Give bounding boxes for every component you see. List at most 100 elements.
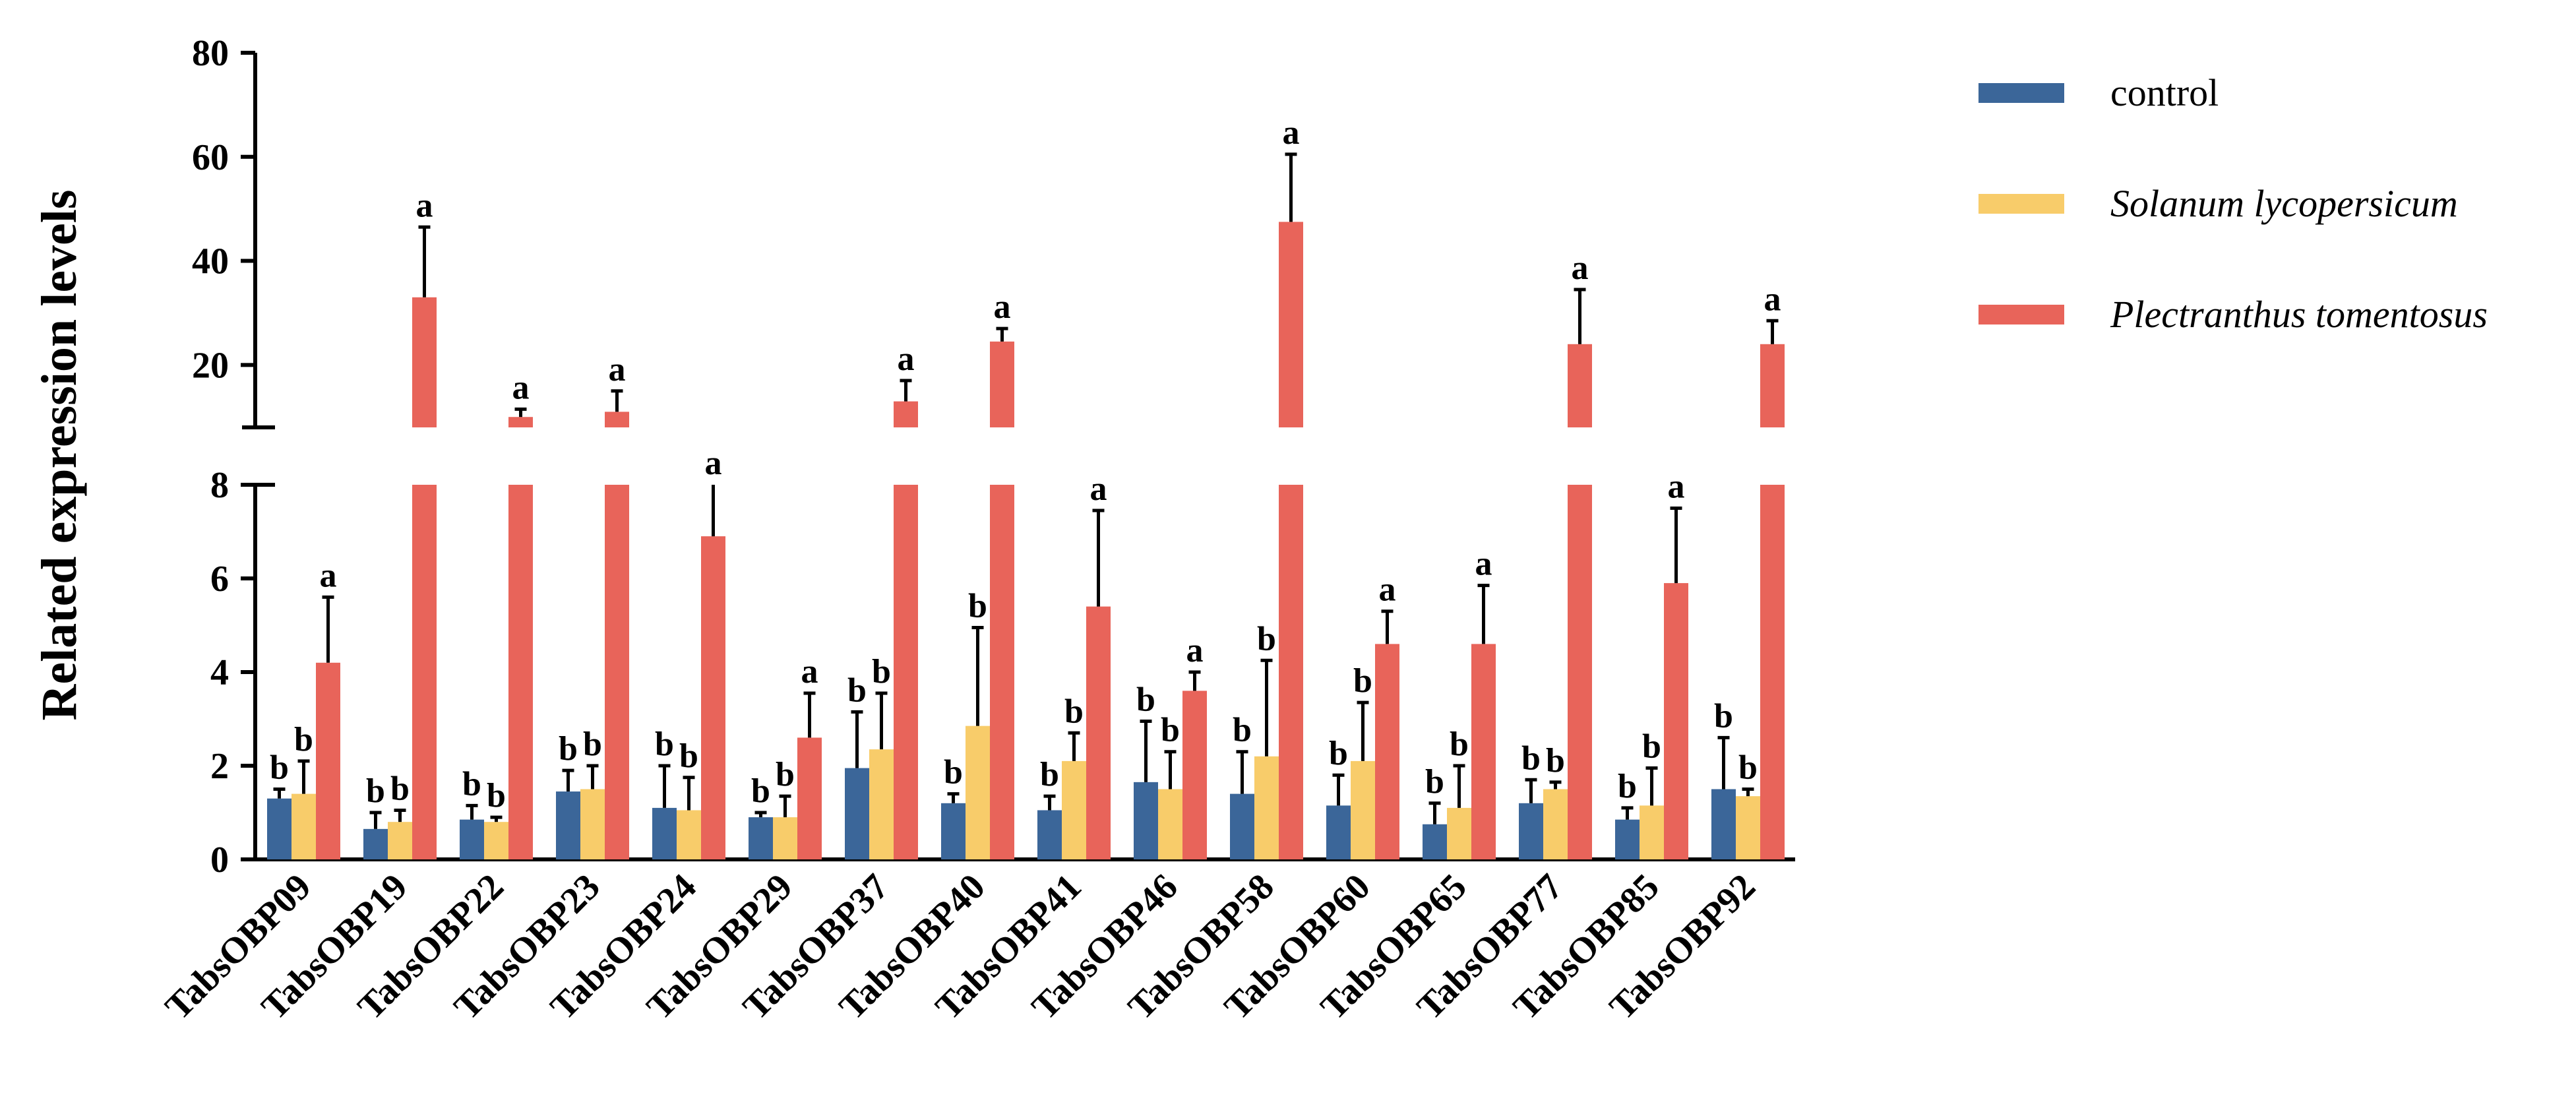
bar xyxy=(363,828,388,859)
significance-letter: a xyxy=(994,288,1011,326)
significance-letter: b xyxy=(366,772,385,810)
bar-upper-segment xyxy=(508,417,533,427)
legend: control Solanum lycopersicum Plectranthus … xyxy=(1978,71,2488,336)
significance-letter: b xyxy=(944,754,963,791)
significance-letter: b xyxy=(751,772,770,810)
bar xyxy=(894,485,918,859)
bar xyxy=(1736,796,1760,859)
significance-letter: b xyxy=(1450,726,1469,763)
bar xyxy=(460,819,484,859)
significance-letter: b xyxy=(294,721,313,758)
significance-letter: b xyxy=(1521,739,1541,777)
significance-letter: b xyxy=(1233,712,1252,749)
significance-letter: a xyxy=(801,653,818,691)
bar xyxy=(556,791,580,859)
bar-upper-segment xyxy=(1279,222,1303,427)
significance-letter: b xyxy=(1136,681,1155,719)
bar xyxy=(845,768,869,859)
y-tick-label: 80 xyxy=(192,33,229,74)
bar xyxy=(1134,782,1158,859)
bar xyxy=(869,749,894,859)
bar xyxy=(1447,807,1471,859)
bar xyxy=(1375,644,1399,859)
significance-letter: b xyxy=(1040,756,1059,793)
legend-label: control xyxy=(2110,71,2219,114)
bar-upper-segment xyxy=(1568,344,1592,427)
bar xyxy=(1086,606,1111,859)
bar xyxy=(580,789,605,859)
bar xyxy=(1615,819,1640,859)
bar xyxy=(797,737,822,859)
significance-letter: a xyxy=(1186,632,1204,669)
bar xyxy=(966,726,990,859)
significance-letter: b xyxy=(1738,749,1758,787)
significance-letter: b xyxy=(462,765,481,803)
bar xyxy=(701,536,725,859)
significance-letter: a xyxy=(1572,249,1589,287)
bar xyxy=(1326,805,1351,859)
bar xyxy=(1158,789,1182,859)
significance-letter: b xyxy=(270,749,289,787)
error-bars xyxy=(273,152,1779,829)
bar xyxy=(1254,756,1279,859)
legend-swatch xyxy=(1978,305,2064,324)
significance-letter: a xyxy=(1475,545,1492,583)
significance-letter: b xyxy=(655,726,674,763)
bar xyxy=(267,798,291,859)
y-axis-label: Related expression levels xyxy=(32,190,87,721)
bar xyxy=(652,807,677,859)
bar xyxy=(1182,691,1207,859)
significance-letter: b xyxy=(776,756,795,793)
significance-letter: b xyxy=(1353,662,1372,700)
bar-upper-segment xyxy=(1760,344,1785,427)
bar xyxy=(388,822,412,859)
bar xyxy=(773,817,797,859)
bar xyxy=(412,485,437,859)
significance-letter: a xyxy=(320,557,337,594)
significance-letter: b xyxy=(1161,712,1180,749)
y-tick-label: 40 xyxy=(192,241,229,282)
bar-upper-segment xyxy=(990,341,1014,427)
y-tick-label: 8 xyxy=(210,465,229,506)
significance-letter: b xyxy=(847,671,867,709)
significance-letter: a xyxy=(416,187,433,224)
significance-letter: b xyxy=(559,730,578,768)
significance-letter: a xyxy=(898,340,915,378)
significance-letter: b xyxy=(968,588,987,625)
legend-swatch xyxy=(1978,194,2064,214)
significance-letter: b xyxy=(1618,768,1637,805)
significance-letter: b xyxy=(1064,693,1084,730)
axes xyxy=(242,53,1795,861)
bar xyxy=(1640,805,1664,859)
y-tick-label: 60 xyxy=(192,137,229,178)
significance-letter: a xyxy=(609,351,626,388)
bar xyxy=(1519,803,1543,859)
significance-letter: b xyxy=(487,777,506,815)
y-tick-label: 2 xyxy=(210,746,229,787)
significance-letter: a xyxy=(1379,571,1396,609)
significance-letter: b xyxy=(583,726,602,763)
bar-upper-segment xyxy=(412,297,437,427)
legend-label: Solanum lycopersicum xyxy=(2110,182,2458,225)
bar xyxy=(1664,583,1688,859)
legend-label: Plectranthus tomentosus xyxy=(2110,293,2488,336)
bar xyxy=(749,817,773,859)
bar xyxy=(605,485,629,859)
significance-letter: b xyxy=(1257,620,1276,658)
bar xyxy=(316,662,340,859)
bar xyxy=(1037,810,1062,859)
bar xyxy=(508,485,533,859)
bar xyxy=(1279,485,1303,859)
bar xyxy=(1423,824,1447,859)
bar xyxy=(1711,789,1736,859)
significance-letter: b xyxy=(1329,735,1348,772)
significance-letter: b xyxy=(1714,697,1733,735)
bar xyxy=(1471,644,1496,859)
bar xyxy=(1568,485,1592,859)
significance-letter: a xyxy=(1668,468,1685,506)
y-tick-label: 4 xyxy=(210,652,229,693)
category-labels: TabsOBP09TabsOBP19TabsOBP22TabsOBP23Tabs… xyxy=(158,866,1763,1028)
y-tick-label: 20 xyxy=(192,345,229,386)
